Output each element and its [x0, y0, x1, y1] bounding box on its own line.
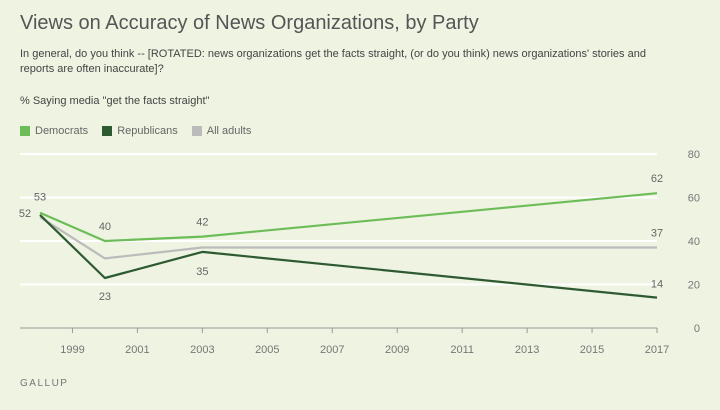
source-label: GALLUP	[20, 378, 69, 389]
series-line-democrats	[39, 192, 658, 243]
y-tick-label: 80	[688, 149, 700, 161]
chart-legend: Democrats Republicans All adults	[20, 125, 251, 137]
legend-label-all-adults: All adults	[206, 125, 252, 137]
legend-swatch-democrats	[20, 126, 30, 136]
legend-swatch-republicans	[102, 126, 113, 136]
data-label-republicans: 52	[19, 208, 31, 220]
data-label-republicans: 14	[651, 279, 663, 291]
x-tick-label: 2015	[580, 344, 604, 356]
data-label-republicans: 23	[99, 291, 111, 303]
legend-label-democrats: Democrats	[35, 125, 89, 137]
y-tick-label: 0	[694, 323, 700, 335]
measure-label: % Saying media "get the facts straight"	[20, 95, 210, 107]
x-tick-label: 2007	[320, 344, 344, 356]
y-tick-label: 60	[688, 193, 700, 205]
legend-item-democrats: Democrats	[20, 125, 88, 137]
data-label-democrats: 62	[651, 173, 663, 185]
x-tick-label: 2001	[125, 344, 149, 356]
x-tick-label: 2017	[645, 344, 669, 356]
x-tick-label: 2003	[190, 344, 214, 356]
x-tick-label: 2005	[255, 344, 279, 356]
legend-swatch-all-adults	[191, 126, 202, 136]
data-label-all-adults: 37	[651, 228, 663, 240]
x-tick-label: 1999	[60, 344, 84, 356]
chart-subtitle: In general, do you think -- [ROTATED: ne…	[20, 48, 646, 75]
data-label-republicans: 35	[196, 266, 208, 278]
legend-item-all-adults: All adults	[191, 125, 252, 137]
chart-title: Views on Accuracy of News Organizations,…	[20, 12, 479, 34]
data-label-democrats: 53	[34, 192, 46, 204]
series-line-all-adults	[39, 216, 657, 260]
legend-item-republicans: Republicans	[102, 125, 178, 137]
x-tick-label: 2009	[385, 344, 409, 356]
y-tick-label: 20	[688, 280, 700, 292]
data-label-democrats: 40	[99, 221, 111, 233]
x-tick-label: 2013	[515, 344, 539, 356]
series-line-republicans	[39, 214, 658, 299]
x-tick-label: 2011	[450, 344, 474, 356]
y-tick-label: 40	[688, 236, 700, 248]
data-label-democrats: 42	[196, 217, 208, 229]
legend-label-republicans: Republicans	[117, 125, 178, 137]
